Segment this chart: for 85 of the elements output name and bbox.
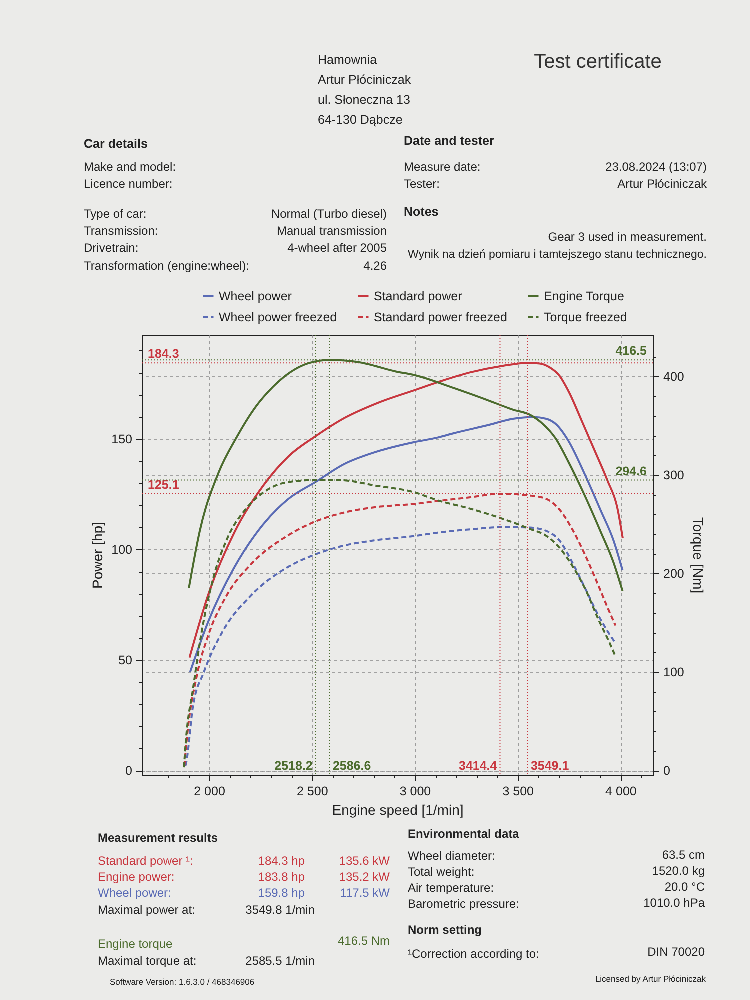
text: 1010.0 hPa (644, 896, 706, 910)
x-tick-label: 3 000 (400, 784, 432, 798)
legend-label: Torque freezed (544, 310, 628, 324)
text: 117.5 kW (340, 886, 391, 900)
x-tick-label: 2 000 (194, 784, 226, 798)
text: Standard power ¹: (98, 854, 194, 868)
ref-line-label: 3549.1 (530, 759, 570, 773)
legend-label: Engine Torque (544, 290, 624, 304)
text: 135.6 kW (339, 854, 391, 868)
text: Maximal torque at: (98, 954, 197, 968)
text: 416.5 Nm (338, 934, 390, 948)
text: ¹Correction according to: (408, 947, 540, 961)
y2-tick-label: 0 (664, 764, 670, 778)
ref-line-label: 125.1 (148, 478, 180, 492)
text: Norm setting (408, 923, 482, 937)
text: 1520.0 kg (652, 864, 705, 878)
ref-line-label: 294.6 (616, 464, 648, 478)
y2-tick-label: 400 (664, 370, 684, 384)
text: Total weight: (408, 865, 475, 879)
text: Notes (404, 205, 439, 219)
x-tick-label: 2 500 (296, 784, 328, 798)
legend-label: Wheel power (219, 290, 292, 304)
text: 23.08.2024 (13:07) (606, 160, 707, 174)
text: 64-130 Dąbcze (318, 113, 403, 127)
text: Engine power: (98, 870, 175, 884)
text: Licence number: (84, 177, 173, 191)
text: Measurement results (98, 831, 218, 845)
ref-line-label: 416.5 (616, 344, 648, 358)
legend-label: Standard power (374, 290, 462, 304)
chart-title: Test certificate (534, 51, 662, 73)
text: Car details (84, 137, 148, 151)
text: 159.8 hp (258, 886, 306, 900)
text: Wynik na dzień pomiaru i tamtejszego stanu technicznego. (408, 249, 707, 261)
legend-label: Standard power freezed (374, 310, 508, 324)
text: Measure date: (404, 160, 481, 174)
text: Type of car: (84, 207, 147, 221)
y2-tick-label: 300 (664, 468, 684, 482)
text: 20.0 °C (664, 880, 706, 894)
text: Transformation (engine:wheel): (84, 259, 250, 273)
text: Environmental data (408, 827, 520, 841)
y2-tick-label: 200 (664, 566, 684, 581)
text: ul. Słoneczna 13 (318, 93, 410, 107)
text: Air temperature: (408, 881, 494, 895)
text: 135.2 kW (339, 870, 391, 884)
text: Date and tester (404, 134, 494, 148)
text: Licensed by Artur Płóciniczak (595, 974, 707, 984)
text: Manual transmission (276, 224, 387, 238)
y-tick-label: 150 (112, 432, 133, 446)
text: 63.5 cm (662, 848, 705, 862)
x-tick-label: 4 000 (606, 784, 637, 798)
text: Drivetrain: (84, 241, 139, 255)
text: Gear 3 used in measurement. (548, 230, 707, 244)
x-tick-label: 3 500 (502, 784, 534, 798)
text: Transmission: (84, 224, 158, 238)
y-tick-label: 100 (112, 542, 133, 557)
y2-tick-label: 100 (664, 666, 684, 680)
text: Software Version: 1.6.3.0 / 468346906 (110, 977, 255, 987)
text: 3549.8 1/min (246, 903, 315, 917)
text: Maximal power at: (98, 903, 196, 917)
text: Artur Płóciniczak (318, 73, 412, 87)
text: Barometric pressure: (408, 897, 520, 911)
text: 4.26 (364, 259, 388, 273)
ref-line-label: 3414.4 (459, 759, 498, 773)
y2-axis-title: Torque [Nm] (690, 517, 706, 594)
x-axis-title: Engine speed [1/min] (332, 802, 464, 818)
text: 183.8 hp (258, 870, 306, 884)
y-tick-label: 50 (118, 654, 133, 668)
text: Normal (Turbo diesel) (271, 207, 387, 221)
text: 4-wheel after 2005 (288, 241, 388, 255)
ref-line-label: 2518.2 (274, 759, 313, 773)
text: Make and model: (84, 160, 176, 174)
ref-line-label: 184.3 (148, 347, 180, 362)
text: Wheel power: (98, 886, 172, 900)
text: Tester: (404, 177, 440, 191)
text: DIN 70020 (648, 945, 706, 959)
text: Artur Płóciniczak (618, 177, 708, 191)
text: 2585.5 1/min (246, 954, 315, 968)
text: 184.3 hp (258, 854, 306, 868)
ref-line-label: 2586.6 (332, 759, 372, 773)
text: Wheel diameter: (408, 849, 496, 863)
y-axis-title: Power [hp] (90, 522, 106, 589)
text: Hamownia (318, 53, 378, 67)
y-tick-label: 0 (126, 764, 133, 778)
legend-label: Wheel power freezed (219, 310, 338, 324)
text: Engine torque (98, 937, 174, 951)
